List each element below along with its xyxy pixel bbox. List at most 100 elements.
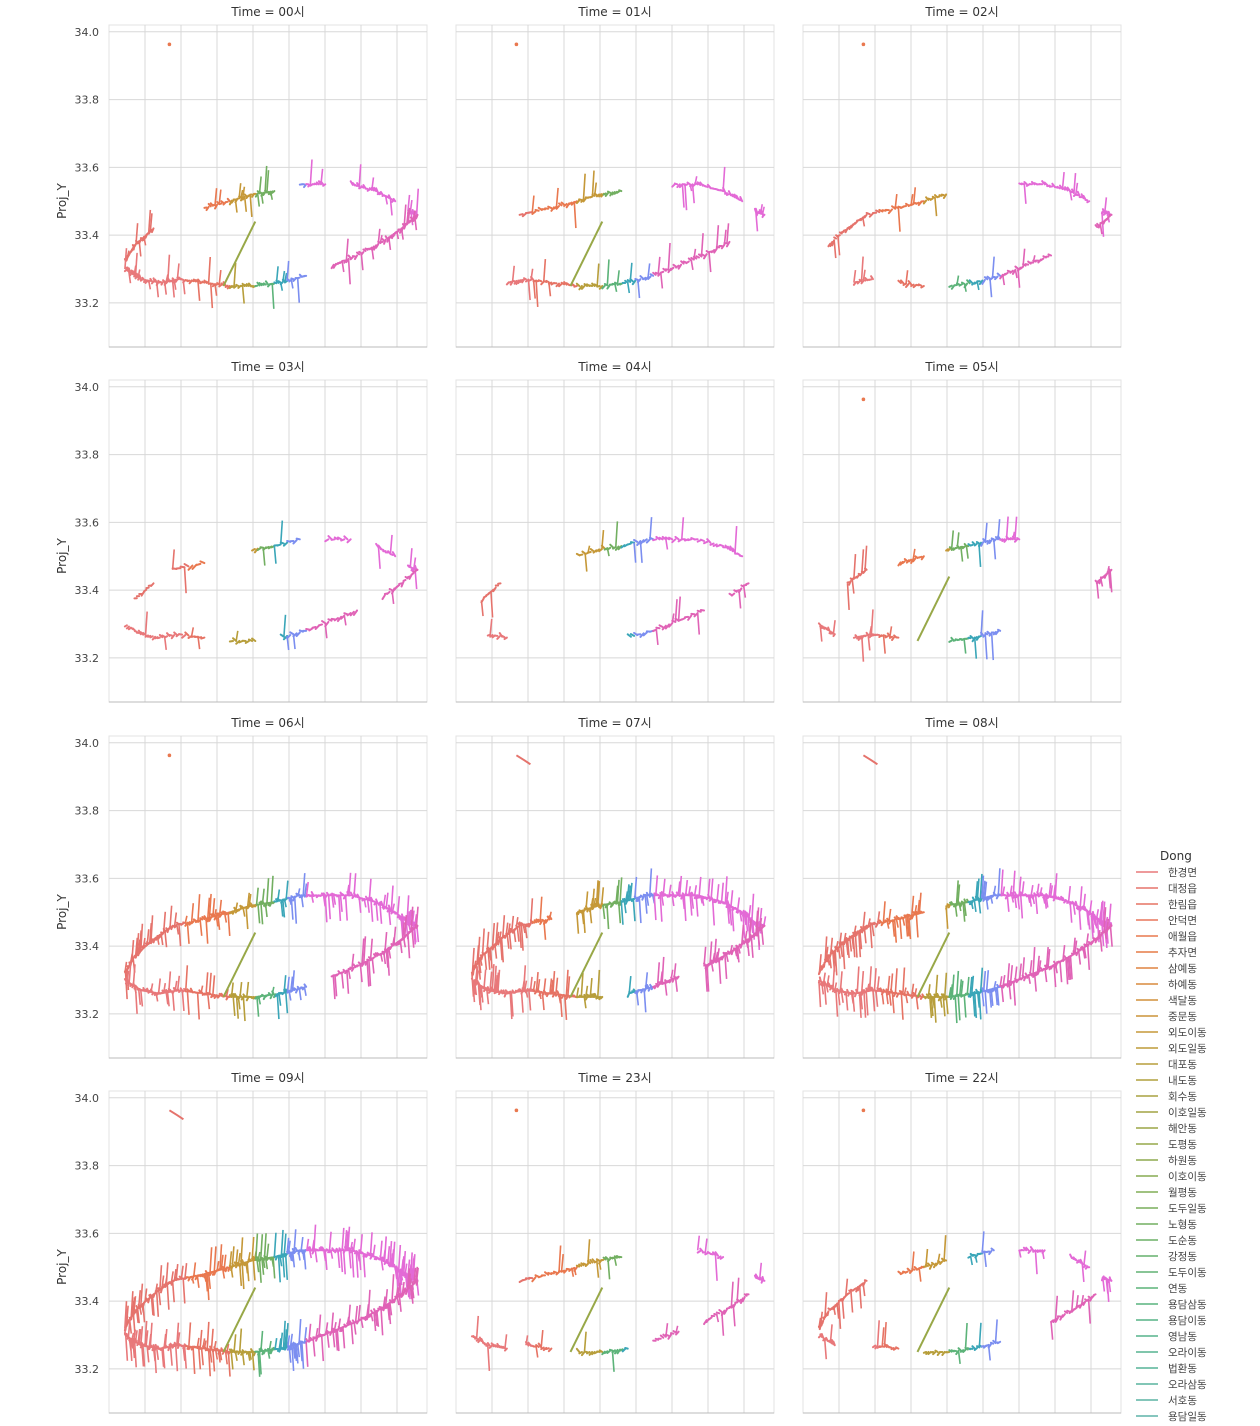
trajectory-spike (353, 1322, 357, 1335)
trajectory-segment (735, 908, 739, 914)
trajectory-segment (910, 202, 915, 207)
trajectory-spike (375, 902, 379, 921)
trajectory-spike (167, 971, 172, 993)
trajectory-segment (374, 952, 379, 957)
panel-title: Time = 07시 (577, 716, 651, 730)
trajectory-segment (388, 1263, 392, 1268)
trajectory-segment (648, 894, 653, 898)
trajectory-spike (396, 1268, 400, 1286)
trajectory-segment (713, 899, 717, 904)
trajectory-spike (918, 892, 922, 914)
trajectory-spike (981, 991, 985, 1007)
trajectory-segment (171, 924, 176, 928)
trajectory-segment (125, 266, 129, 272)
trajectory-segment (639, 275, 644, 280)
trajectory-segment (760, 1279, 764, 1284)
trajectory-spike (181, 990, 185, 1011)
trajectory-spike (371, 247, 375, 260)
trajectory-segment (609, 191, 614, 197)
trajectory-segment (1079, 1258, 1084, 1265)
trajectory-segment (977, 634, 983, 638)
trajectory-segment (314, 624, 320, 630)
trajectory-spike (296, 1343, 301, 1358)
trajectory-segment (123, 624, 128, 628)
trajectory-segment (172, 1343, 176, 1347)
trajectory-spike (543, 920, 547, 940)
trajectory-spike (237, 1252, 241, 1265)
trajectory-segment (661, 535, 667, 541)
trajectory-segment (633, 538, 639, 543)
trajectory-segment (578, 553, 584, 557)
plot-area (455, 24, 775, 348)
trajectory-segment (676, 183, 681, 189)
trajectory-segment (335, 1247, 339, 1252)
trajectory-segment (862, 569, 867, 574)
trajectory-segment (822, 962, 826, 968)
y-tick-label: 33.4 (75, 940, 100, 953)
trajectory-spike (279, 282, 284, 291)
trajectory-segment (913, 1266, 918, 1271)
trajectory-segment (918, 993, 922, 998)
trajectory-spike (282, 1320, 286, 1348)
trajectory-spike (224, 1351, 228, 1365)
trajectory-segment (268, 1348, 272, 1355)
trajectory-segment (503, 1347, 508, 1352)
y-tick-label: 33.8 (75, 449, 100, 462)
trajectory-spike (674, 977, 678, 992)
trajectory-segment (277, 280, 282, 284)
trajectory-segment (996, 1340, 1002, 1345)
trajectory-segment (855, 931, 859, 937)
trajectory-spike (993, 980, 997, 989)
trajectory-spike (339, 1250, 344, 1273)
trajectory-segment (386, 195, 390, 199)
trajectory-segment (854, 220, 859, 225)
trajectory-spike (1036, 955, 1040, 972)
trajectory-spike (480, 600, 484, 617)
trajectory-segment (335, 972, 340, 977)
trajectory-segment (237, 1350, 241, 1355)
trajectory-spike (1022, 248, 1026, 267)
trajectory-spike (997, 519, 1001, 540)
trajectory-spike (232, 996, 236, 1016)
trajectory-segment (595, 548, 601, 553)
trajectory-segment (827, 242, 832, 248)
trajectory-spike (840, 991, 844, 1003)
trajectory-spike (413, 1267, 417, 1284)
trajectory-segment (1027, 1249, 1032, 1254)
trajectory-spike (487, 950, 491, 970)
trajectory-segment (699, 608, 706, 612)
legend-label: 노형동 (1168, 1219, 1197, 1231)
trajectory-segment (245, 283, 250, 287)
trajectory-segment (904, 1270, 909, 1274)
trajectory-spike (391, 903, 396, 912)
trajectory-spike (927, 984, 931, 998)
trajectory-segment (575, 199, 581, 205)
trajectory-spike (828, 955, 832, 969)
trajectory-spike (843, 932, 847, 943)
trajectory-segment (818, 976, 822, 983)
trajectory-spike (288, 991, 292, 1001)
trajectory-spike (1075, 182, 1079, 195)
trajectory-spike (653, 895, 657, 921)
trajectory-segment (897, 1270, 902, 1275)
trajectory-segment (494, 1344, 499, 1348)
trajectory-spike (591, 888, 595, 908)
trajectory-segment (563, 281, 568, 286)
trajectory-spike (515, 917, 519, 929)
trajectory-spike (341, 1227, 345, 1251)
trajectory-segment (573, 284, 578, 288)
trajectory-segment (635, 896, 639, 902)
trajectory-segment (656, 893, 660, 897)
trajectory-spike (876, 976, 880, 991)
trajectory-segment (527, 922, 532, 928)
trajectory-segment (730, 592, 736, 597)
trajectory-spike (358, 164, 362, 187)
trajectory-spike (930, 996, 934, 1017)
trajectory-spike (899, 918, 903, 939)
trajectory-spike (142, 1303, 146, 1323)
trajectory-segment (703, 253, 708, 260)
trajectory-connector (916, 576, 951, 642)
trajectory-spike (518, 925, 522, 948)
trajectory-segment (258, 901, 263, 906)
trajectory-spike (948, 987, 952, 998)
